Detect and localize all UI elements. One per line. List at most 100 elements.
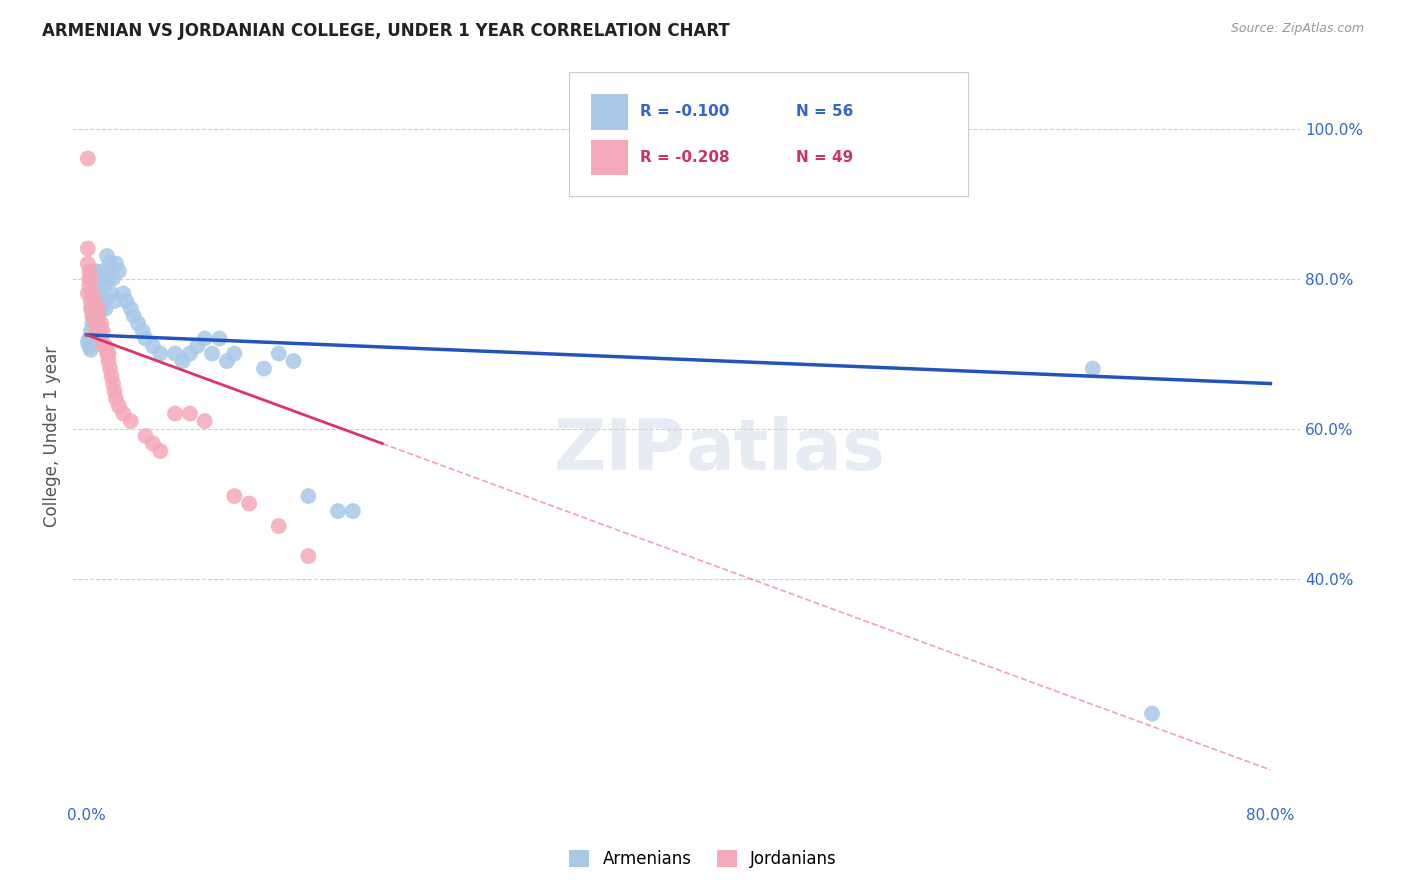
Point	[1081, 361, 1104, 376]
Point	[326, 504, 349, 518]
Point	[80, 294, 103, 309]
Point	[76, 256, 98, 270]
Point	[100, 369, 122, 384]
Point	[135, 429, 157, 443]
Point	[83, 294, 105, 309]
Point	[83, 309, 105, 323]
Point	[91, 324, 114, 338]
Point	[79, 271, 101, 285]
Point	[98, 256, 121, 270]
Point	[120, 414, 142, 428]
Y-axis label: College, Under 1 year: College, Under 1 year	[44, 345, 60, 526]
Point	[101, 271, 124, 285]
Point	[91, 264, 114, 278]
Point	[104, 256, 127, 270]
Point	[103, 384, 125, 398]
Point	[194, 414, 217, 428]
Point	[297, 549, 319, 563]
Point	[89, 286, 111, 301]
Point	[83, 309, 105, 323]
Point	[120, 301, 142, 316]
Point	[165, 407, 187, 421]
Point	[87, 301, 110, 316]
Point	[283, 354, 305, 368]
Point	[238, 497, 260, 511]
Point	[142, 436, 165, 450]
Point	[86, 309, 108, 323]
Point	[87, 271, 110, 285]
Point	[127, 317, 149, 331]
Point	[96, 346, 118, 360]
Point	[90, 332, 112, 346]
Text: atlas: atlas	[686, 417, 886, 485]
FancyBboxPatch shape	[569, 72, 969, 195]
Point	[101, 376, 124, 391]
Point	[86, 324, 108, 338]
Point	[82, 309, 104, 323]
Point	[86, 279, 108, 293]
Point	[84, 264, 107, 278]
Point	[112, 407, 135, 421]
Text: N = 49: N = 49	[796, 150, 853, 165]
Point	[80, 271, 103, 285]
Text: ZIP: ZIP	[554, 417, 686, 485]
Point	[103, 294, 125, 309]
Point	[76, 152, 98, 166]
Point	[172, 354, 194, 368]
Point	[179, 407, 201, 421]
Point	[84, 301, 107, 316]
Point	[94, 294, 117, 309]
Point	[97, 271, 120, 285]
Point	[84, 294, 107, 309]
FancyBboxPatch shape	[591, 95, 628, 129]
Legend: Armenians, Jordanians: Armenians, Jordanians	[562, 843, 844, 875]
Point	[98, 361, 121, 376]
Point	[83, 301, 105, 316]
Point	[82, 317, 104, 331]
Point	[115, 294, 138, 309]
Point	[86, 301, 108, 316]
Point	[87, 309, 110, 323]
Point	[108, 399, 131, 413]
Point	[80, 324, 103, 338]
Point	[96, 249, 118, 263]
Text: Source: ZipAtlas.com: Source: ZipAtlas.com	[1230, 22, 1364, 36]
Point	[201, 346, 224, 360]
Point	[135, 332, 157, 346]
Point	[83, 332, 105, 346]
Point	[108, 264, 131, 278]
Point	[122, 309, 145, 323]
Point	[79, 339, 101, 353]
Point	[93, 339, 115, 353]
Point	[104, 392, 127, 406]
Point	[112, 286, 135, 301]
Point	[84, 317, 107, 331]
Point	[224, 489, 246, 503]
Point	[82, 301, 104, 316]
Point	[87, 317, 110, 331]
Text: R = -0.100: R = -0.100	[640, 104, 730, 120]
Point	[89, 324, 111, 338]
Point	[76, 335, 98, 350]
Point	[76, 286, 98, 301]
Point	[267, 346, 290, 360]
Point	[208, 332, 231, 346]
Point	[297, 489, 319, 503]
Point	[82, 301, 104, 316]
Point	[342, 504, 364, 518]
Point	[82, 286, 104, 301]
Point	[79, 279, 101, 293]
Point	[80, 343, 103, 357]
Point	[79, 332, 101, 346]
Point	[142, 339, 165, 353]
Point	[131, 324, 153, 338]
Point	[76, 242, 98, 256]
Point	[224, 346, 246, 360]
Point	[179, 346, 201, 360]
Point	[80, 301, 103, 316]
Point	[100, 286, 122, 301]
Point	[97, 346, 120, 360]
Point	[1140, 706, 1163, 721]
Point	[149, 346, 172, 360]
Point	[94, 339, 117, 353]
